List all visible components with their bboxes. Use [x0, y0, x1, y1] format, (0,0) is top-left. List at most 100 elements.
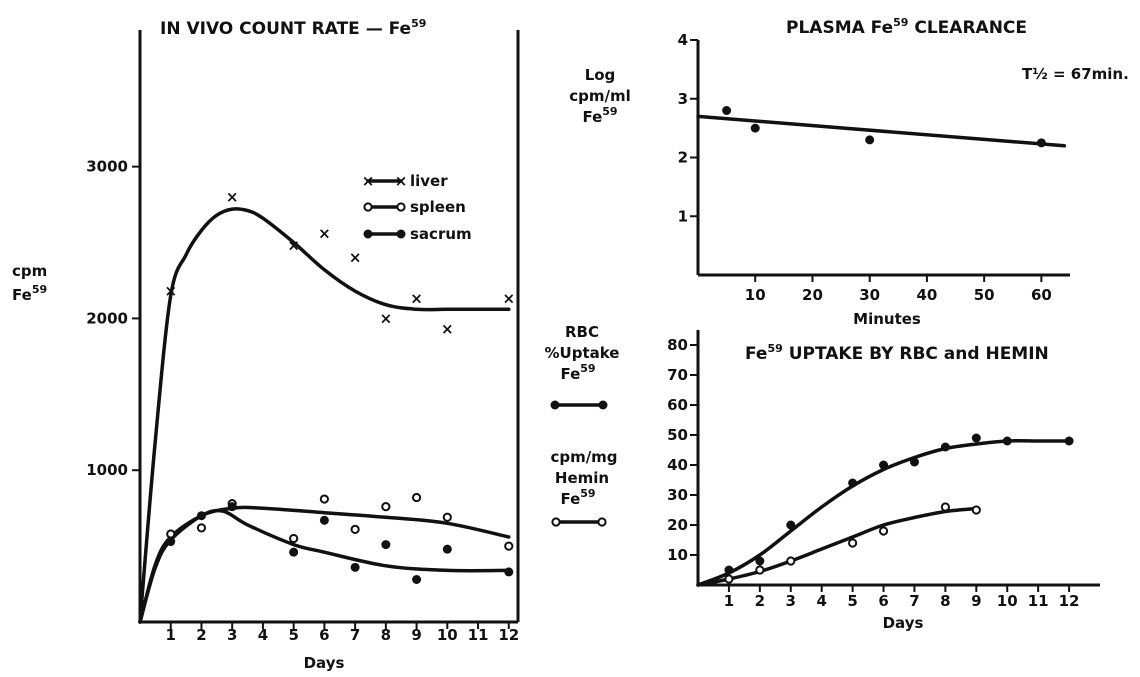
data-point-series-0: × — [349, 249, 362, 267]
data-point-series-0: × — [318, 224, 331, 242]
data-point-series-2 — [166, 537, 176, 547]
data-point-series-0 — [1036, 138, 1046, 148]
half-life-annotation: T½ = 67min. — [1022, 65, 1129, 83]
data-point-series-1 — [878, 526, 889, 536]
legend-rbc-marker-right — [598, 400, 608, 410]
legend-marker-left-spleen — [363, 202, 373, 212]
data-point-series-0 — [786, 520, 796, 530]
uptake-points — [724, 433, 1074, 584]
data-point-series-0 — [971, 433, 981, 443]
legend-label-spleen: spleen — [410, 198, 466, 216]
data-point-series-0 — [724, 565, 734, 575]
data-point-series-1 — [166, 529, 176, 539]
data-point-series-0: × — [226, 188, 239, 206]
legend-marker-left-liver: × — [362, 172, 375, 190]
y-tick-label: 1 — [678, 207, 688, 225]
y-tick-label: 1000 — [86, 461, 128, 479]
y-tick-label: 20 — [667, 516, 688, 534]
data-point-series-0: × — [287, 237, 300, 255]
legend-hemin-line2: Hemin — [555, 469, 609, 487]
x-tick-label: 10 — [745, 286, 766, 304]
legend-label-sacrum: sacrum — [410, 225, 472, 243]
x-tick-label: 10 — [997, 592, 1018, 610]
uptake-xlabel: Days — [883, 614, 924, 632]
data-point-series-2 — [319, 515, 329, 525]
y-tick-label: 80 — [667, 336, 688, 354]
in-vivo-count-rate-chart: IN VIVO COUNT RATE — Fe59 cpm Fe59 Days … — [12, 17, 520, 672]
in-vivo-points: × × × × × × × × × — [164, 188, 515, 584]
in-vivo-title: IN VIVO COUNT RATE — Fe59 — [160, 17, 426, 39]
data-point-series-1 — [848, 538, 858, 548]
in-vivo-xlabel: Days — [304, 654, 345, 672]
x-tick-label: 50 — [974, 286, 995, 304]
rbc-hemin-uptake-chart: Fe59 UPTAKE BY RBC and HEMIN Days RBC %U… — [545, 323, 1100, 632]
x-tick-label: 1 — [166, 626, 176, 644]
x-tick-label: 5 — [847, 592, 857, 610]
data-point-series-0 — [848, 478, 858, 488]
data-point-series-2 — [504, 567, 514, 577]
data-point-series-2 — [350, 562, 360, 572]
x-tick-label: 6 — [878, 592, 888, 610]
x-tick-label: 6 — [319, 626, 329, 644]
data-point-series-1 — [381, 502, 391, 512]
y-tick-label: 4 — [678, 31, 688, 49]
x-tick-label: 5 — [288, 626, 298, 644]
in-vivo-ylabel-cpm: cpm — [12, 262, 47, 280]
fit-curve-series-1 — [696, 506, 979, 587]
legend-label-liver: liver — [410, 172, 448, 190]
plasma-fit-line — [696, 114, 1067, 148]
legend-rbc-line3: Fe59 — [560, 362, 595, 383]
data-point-series-0 — [750, 123, 760, 133]
y-tick-label: 70 — [667, 366, 688, 384]
data-point-series-1 — [786, 556, 796, 566]
data-point-series-2 — [381, 540, 391, 550]
legend-marker-right-spleen — [396, 202, 406, 212]
x-tick-label: 12 — [498, 626, 519, 644]
legend-hemin-marker-left — [551, 517, 561, 527]
legend-rbc-line1: RBC — [565, 323, 599, 341]
legend-marker-left-sacrum — [363, 229, 373, 239]
x-tick-label: 3 — [227, 626, 237, 644]
fit-curve-series-2 — [138, 508, 511, 624]
data-point-series-0 — [1064, 436, 1074, 446]
data-point-series-0 — [1002, 436, 1012, 446]
x-tick-label: 9 — [971, 592, 981, 610]
data-point-series-2 — [227, 502, 237, 512]
y-tick-label: 50 — [667, 426, 688, 444]
y-tick-label: 40 — [667, 456, 688, 474]
plasma-axes — [696, 40, 1070, 277]
legend-hemin-line3: Fe59 — [560, 487, 595, 508]
plasma-clearance-chart: PLASMA Fe59 CLEARANCE T½ = 67min. Log cp… — [569, 16, 1129, 328]
x-tick-label: 1 — [724, 592, 734, 610]
y-tick-label: 2000 — [86, 309, 128, 327]
data-point-series-1 — [196, 523, 207, 533]
plasma-ylabel-line1: Log — [585, 66, 616, 84]
x-tick-label: 2 — [755, 592, 765, 610]
x-tick-label: 9 — [411, 626, 421, 644]
data-point-series-1 — [971, 505, 981, 515]
legend-rbc-line2: %Uptake — [545, 344, 620, 362]
y-tick-label: 3000 — [86, 158, 128, 176]
x-tick-label: 30 — [859, 286, 880, 304]
plasma-ticks: 10 20 30 40 50 60 1 2 3 4 — [678, 31, 1052, 304]
in-vivo-fit-curves — [138, 207, 511, 624]
plasma-points — [722, 106, 1046, 148]
uptake-title: Fe59 UPTAKE BY RBC and HEMIN — [745, 342, 1049, 364]
x-tick-label: 4 — [258, 626, 268, 644]
x-tick-label: 4 — [816, 592, 826, 610]
data-point-series-0 — [865, 135, 875, 145]
data-point-series-0: × — [380, 309, 393, 327]
in-vivo-axes — [138, 30, 520, 624]
x-tick-label: 2 — [196, 626, 206, 644]
x-tick-label: 20 — [802, 286, 823, 304]
plasma-ylabel-line3: Fe59 — [582, 105, 617, 126]
x-tick-label: 8 — [940, 592, 950, 610]
data-point-series-1 — [350, 524, 360, 535]
data-point-series-2 — [412, 574, 422, 584]
data-point-series-2 — [196, 511, 206, 521]
data-point-series-1 — [411, 492, 422, 503]
fit-curve-series-0 — [138, 207, 511, 624]
y-tick-label: 10 — [667, 546, 688, 564]
data-point-series-0 — [722, 106, 732, 115]
